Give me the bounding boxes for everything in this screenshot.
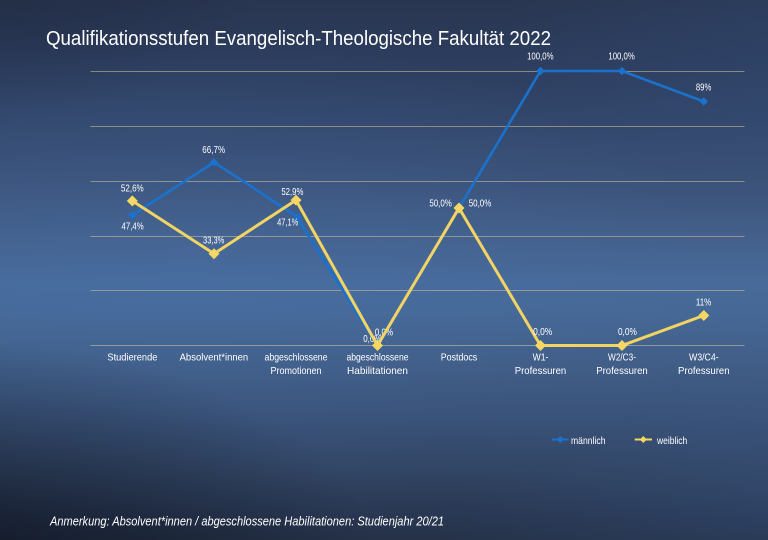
svg-text:Professuren: Professuren — [515, 365, 567, 377]
svg-text:100,0%: 100,0% — [608, 51, 634, 63]
svg-text:W3/C4-: W3/C4- — [689, 352, 719, 364]
svg-text:50,0%: 50,0% — [429, 198, 452, 210]
svg-text:47,4%: 47,4% — [122, 221, 144, 233]
svg-text:W1-: W1- — [533, 352, 549, 364]
svg-text:66,7%: 66,7% — [202, 144, 225, 156]
svg-text:52,6%: 52,6% — [121, 183, 144, 195]
svg-text:Postdocs: Postdocs — [441, 352, 478, 364]
svg-text:Studierende: Studierende — [107, 352, 157, 364]
svg-text:Habilitationen: Habilitationen — [347, 365, 408, 377]
svg-text:33,3%: 33,3% — [203, 235, 224, 247]
svg-text:47,1%: 47,1% — [277, 217, 298, 229]
svg-text:89%: 89% — [696, 82, 711, 94]
svg-text:Qualifikationsstufen Evangelis: Qualifikationsstufen Evangelisch-Theolog… — [46, 28, 551, 50]
svg-text:52,9%: 52,9% — [281, 186, 303, 198]
svg-text:männlich: männlich — [571, 435, 606, 447]
svg-text:0,0%: 0,0% — [533, 326, 552, 338]
svg-text:Anmerkung: Absolvent*innen / a: Anmerkung: Absolvent*innen / abgeschloss… — [49, 513, 444, 528]
svg-text:Absolvent*innen: Absolvent*innen — [180, 352, 249, 364]
svg-text:weiblich: weiblich — [656, 435, 687, 447]
svg-text:11%: 11% — [696, 297, 711, 309]
svg-text:abgeschlossene: abgeschlossene — [265, 352, 328, 364]
svg-text:Professuren: Professuren — [678, 365, 730, 377]
svg-text:Professuren: Professuren — [596, 365, 648, 377]
svg-text:Promotionen: Promotionen — [271, 365, 322, 377]
svg-text:W2/C3-: W2/C3- — [608, 352, 636, 364]
svg-text:abgeschlossene: abgeschlossene — [347, 352, 409, 364]
svg-text:100,0%: 100,0% — [527, 51, 553, 63]
svg-text:50,0%: 50,0% — [469, 198, 492, 210]
svg-text:0,0%: 0,0% — [618, 326, 637, 338]
